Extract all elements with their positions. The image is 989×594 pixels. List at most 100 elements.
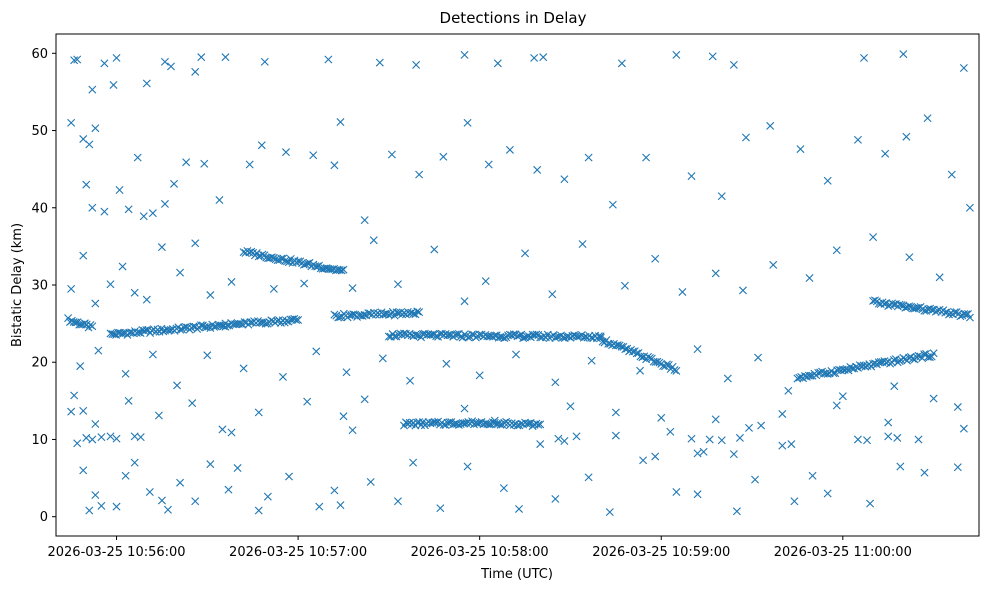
data-point	[965, 203, 974, 212]
data-point	[687, 434, 696, 443]
data-point	[796, 145, 805, 154]
data-point	[956, 312, 965, 321]
data-point	[947, 170, 956, 179]
data-point	[88, 322, 97, 331]
data-point	[97, 433, 106, 442]
data-point	[245, 160, 254, 169]
plot-frame	[55, 33, 980, 537]
x-tick-label: 2026-03-25 10:57:00	[229, 545, 367, 560]
data-point	[348, 284, 357, 293]
y-axis-label: Bistatic Delay (km)	[10, 223, 25, 347]
data-point	[130, 288, 139, 297]
data-point	[445, 418, 454, 427]
data-point	[751, 475, 760, 484]
data-point	[369, 236, 378, 245]
data-point	[651, 452, 660, 461]
data-point	[124, 205, 133, 214]
data-point	[905, 302, 914, 311]
data-point	[653, 357, 662, 366]
data-point	[88, 85, 97, 94]
data-point	[784, 386, 793, 395]
data-point	[79, 251, 88, 260]
x-axis-label: Time (UTC)	[480, 567, 553, 582]
x-tick-label: 2026-03-25 10:59:00	[592, 545, 730, 560]
data-point	[180, 323, 188, 332]
data-point	[182, 158, 191, 167]
data-point	[115, 186, 124, 194]
data-point	[203, 351, 212, 360]
data-point	[729, 450, 738, 459]
data-point	[79, 406, 88, 415]
data-point	[566, 402, 575, 411]
data-point	[91, 124, 100, 133]
data-point	[935, 273, 944, 282]
data-point	[227, 277, 236, 286]
data-point	[805, 274, 814, 283]
data-point	[88, 435, 97, 444]
data-point	[863, 436, 872, 445]
data-point	[560, 437, 569, 445]
data-point	[485, 420, 494, 429]
data-point	[902, 132, 911, 141]
data-point	[254, 506, 263, 515]
data-point	[360, 395, 369, 404]
data-point	[515, 504, 524, 513]
data-point	[953, 463, 962, 472]
data-point	[821, 369, 830, 378]
data-point	[313, 262, 322, 271]
y-tick-label: 40	[31, 201, 48, 216]
data-point	[711, 269, 720, 278]
data-point	[330, 310, 339, 319]
data-point	[530, 53, 539, 62]
data-point	[118, 262, 127, 271]
data-point	[154, 411, 163, 420]
data-point	[823, 176, 832, 185]
data-point	[923, 114, 932, 123]
data-point	[611, 408, 620, 417]
data-point	[176, 268, 185, 277]
data-point	[366, 477, 375, 486]
data-point	[106, 432, 115, 441]
data-point	[651, 254, 660, 263]
data-point	[67, 118, 76, 127]
data-point	[960, 310, 969, 319]
data-point	[112, 53, 121, 62]
data-point	[260, 57, 269, 66]
data-point	[899, 50, 908, 59]
data-point	[157, 243, 166, 252]
data-point	[73, 439, 82, 448]
data-point	[191, 239, 200, 248]
data-point	[672, 487, 681, 496]
data-point	[339, 412, 348, 421]
data-point	[738, 286, 747, 295]
data-point	[82, 433, 91, 442]
data-point	[914, 351, 923, 360]
data-point	[705, 435, 714, 444]
data-point	[905, 253, 914, 262]
data-point	[85, 140, 94, 149]
data-point	[439, 420, 448, 429]
data-point	[897, 301, 906, 310]
data-point	[124, 396, 133, 405]
data-point	[109, 80, 118, 89]
data-point	[560, 175, 569, 184]
data-point	[263, 492, 272, 501]
data-point	[312, 347, 321, 356]
data-point	[493, 59, 502, 68]
data-point	[617, 342, 626, 351]
data-point	[498, 333, 507, 342]
data-point	[832, 246, 841, 255]
data-point	[188, 399, 197, 408]
y-tick-label: 50	[31, 124, 48, 139]
data-point	[91, 299, 100, 308]
data-point	[145, 487, 154, 496]
data-point	[778, 409, 787, 418]
data-point	[233, 464, 242, 473]
data-point	[699, 447, 708, 456]
data-point	[717, 436, 726, 445]
data-point	[432, 332, 441, 341]
data-point	[636, 352, 645, 361]
data-point	[85, 506, 94, 515]
data-point	[657, 413, 666, 422]
